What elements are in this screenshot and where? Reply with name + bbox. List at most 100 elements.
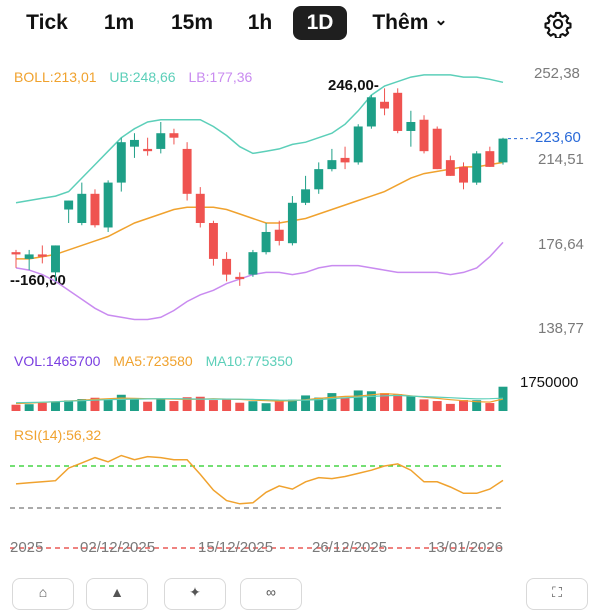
link-icon: ∞ — [266, 584, 276, 600]
timeframe-bar: Tick 1m 15m 1h 1D Thêm ⌄ — [0, 0, 600, 46]
volume-bar — [419, 399, 429, 411]
candle-body — [51, 245, 60, 273]
volume-bar — [498, 386, 508, 411]
rsi-line — [15, 454, 504, 505]
candle-body — [261, 231, 271, 253]
volume-bar — [182, 397, 192, 411]
date-label: 13/01/2026 — [428, 539, 504, 556]
candle-body — [353, 126, 363, 163]
volume-bar — [208, 400, 218, 411]
lb-value: LB:177,36 — [188, 69, 253, 85]
candle-body — [129, 139, 139, 147]
candle-body — [406, 121, 416, 131]
volume-bar — [103, 399, 113, 411]
tab-15m[interactable]: 15m — [170, 11, 214, 34]
boll-middle-band — [16, 161, 504, 260]
candle-body — [169, 133, 179, 138]
volume-bar — [353, 390, 363, 411]
volume-bar — [64, 400, 74, 411]
volume-bar — [366, 391, 376, 411]
candle-body — [340, 157, 350, 163]
boll-lower-band — [15, 241, 504, 321]
candle-body — [472, 153, 482, 183]
candle-body — [103, 182, 113, 228]
toolbar-indicator-button[interactable]: ✦ — [164, 578, 226, 610]
volume-bar — [393, 394, 403, 411]
volume-bar — [129, 398, 139, 411]
toolbar-fullscreen-button[interactable]: ⛶ — [526, 578, 588, 610]
tab-1h[interactable]: 1h — [247, 11, 273, 34]
volume-bar — [51, 401, 60, 411]
volume-bar — [274, 400, 284, 411]
volume-bar — [314, 397, 324, 411]
candle-body — [143, 148, 153, 152]
candle-body — [77, 193, 87, 223]
volume-bar — [261, 403, 271, 411]
volume-ma5-line — [15, 392, 504, 405]
volume-bar — [432, 401, 442, 411]
toolbar-link-button[interactable]: ∞ — [240, 578, 302, 610]
candle-body — [432, 128, 442, 170]
candle-body — [90, 193, 100, 226]
gear-icon[interactable] — [544, 10, 572, 38]
vol-value: VOL:1465700 — [14, 353, 101, 369]
price-chart[interactable] — [0, 0, 600, 560]
volume-bar — [90, 397, 100, 411]
volume-ma10-line — [15, 394, 504, 404]
volume-bar — [485, 403, 495, 411]
date-label: 2025 — [10, 539, 44, 556]
candle-body — [208, 222, 218, 259]
volume-bar — [235, 402, 245, 411]
candle-body — [393, 92, 403, 131]
date-label: 26/12/2025 — [312, 539, 388, 556]
boll-legend: BOLL:213,01 UB:248,66 LB:177,36 — [14, 69, 261, 85]
candle-body — [498, 138, 508, 163]
volume-bar — [195, 396, 205, 411]
volume-bar — [459, 400, 468, 411]
volume-bar — [380, 393, 390, 411]
candle-body — [37, 254, 47, 257]
chevron-down-icon: ⌄ — [434, 12, 448, 29]
candle-body — [445, 160, 455, 176]
volume-bar — [222, 398, 232, 411]
volume-bar — [24, 404, 34, 411]
sparkle-icon: ✦ — [189, 584, 201, 600]
candle-body — [419, 119, 429, 152]
candle-body — [116, 142, 126, 183]
volume-bar — [143, 401, 153, 411]
volume-bar — [340, 397, 350, 411]
volume-bar — [11, 404, 21, 411]
boll-value: BOLL:213,01 — [14, 69, 97, 85]
tab-1d[interactable]: 1D — [293, 6, 347, 40]
boll-upper-band — [15, 74, 504, 204]
candle-body — [235, 276, 245, 280]
tab-more[interactable]: Thêm ⌄ — [362, 6, 458, 40]
volume-bar — [287, 399, 297, 411]
bottom-toolbar: ⌂ ▲ ✦ ∞ ⛶ — [0, 576, 600, 610]
min-price-annotation: --160,00 — [10, 272, 66, 289]
volume-bar — [156, 399, 166, 411]
pen-icon: ▲ — [110, 584, 124, 600]
candle-body — [182, 148, 192, 194]
last-price-label: -223,60 — [530, 129, 581, 146]
volume-bar — [77, 399, 87, 411]
candle-body — [366, 97, 376, 127]
rsi-value: RSI(14):56,32 — [14, 427, 102, 443]
volume-bar — [472, 400, 482, 411]
toolbar-lock-button[interactable]: ⌂ — [12, 578, 74, 610]
tab-1m[interactable]: 1m — [103, 11, 135, 34]
price-axis-label: 138,77 — [538, 320, 584, 337]
ma5-value: MA5:723580 — [113, 353, 193, 369]
candle-body — [64, 200, 74, 210]
candle-body — [156, 133, 166, 149]
candle-body — [459, 166, 468, 183]
volume-bar — [301, 395, 311, 411]
date-label: 02/12/2025 — [80, 539, 156, 556]
candle-body — [248, 252, 258, 275]
toolbar-draw-button[interactable]: ▲ — [86, 578, 148, 610]
vol-legend: VOL:1465700 MA5:723580 MA10:775350 — [14, 353, 302, 369]
volume-bar — [116, 394, 126, 411]
tab-tick[interactable]: Tick — [26, 11, 68, 34]
tab-more-label: Thêm — [372, 11, 429, 34]
volume-bar — [327, 393, 337, 411]
